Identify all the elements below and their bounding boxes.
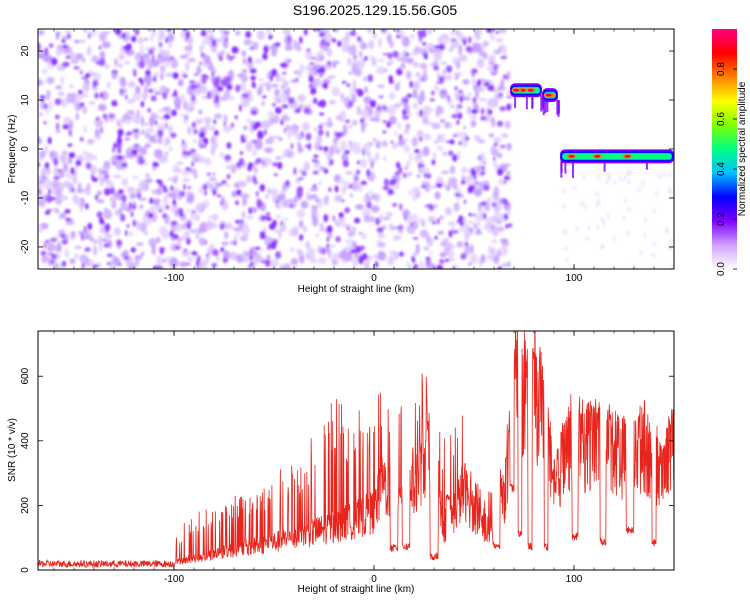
y-tick-label: 20 [20,45,31,57]
snr-x-label: Height of straight line (km) [298,584,415,595]
colorbar-tick-label: 0.2 [716,212,727,226]
snr-axes: -100 0 100 0 200 400 600 [20,331,675,585]
y-tick-label: 200 [20,497,31,514]
x-tick-label: 100 [566,574,583,585]
signal-tracks [510,83,674,179]
x-tick-label: -100 [164,273,184,284]
spectrogram-heatmap [38,29,674,269]
colorbar-tick-label: 0.4 [716,162,727,176]
y-tick-label: -10 [20,190,31,205]
x-tick-label: 0 [371,273,377,284]
colorbar-label: Normalized spectral amplitude [737,81,748,216]
chart-title: S196.2025.129.15.56.G05 [293,2,457,18]
snr-frame [37,330,675,571]
y-tick-label: 10 [20,94,31,106]
spectrogram-x-label: Height of straight line (km) [298,284,415,295]
colorbar-ticks: 0.0 0.2 0.4 0.6 0.8 [716,62,737,276]
colorbar-tick-label: 0.8 [716,62,727,76]
snr-line [38,331,674,569]
noise-field [38,29,674,269]
spectrogram-y-label: Frequency (Hz) [7,115,18,184]
x-tick-label: -100 [164,574,184,585]
signal-track [510,83,544,112]
x-tick-label: 100 [566,273,583,284]
colorbar-gradient [712,29,737,269]
snr-panel: -100 0 100 0 200 400 600 Height of straight li… [7,330,675,595]
y-tick-label: 400 [20,432,31,449]
snr-y-label: SNR (10 * v/v) [7,418,18,482]
y-tick-label: 600 [20,367,31,384]
y-tick-label: 0 [20,567,31,573]
signal-track [542,88,560,117]
signal-track [560,149,674,179]
colorbar-tick-label: 0.0 [716,262,727,276]
colorbar: 0.0 0.2 0.4 0.6 0.8 Normalized spectral ampl… [712,29,748,276]
colorbar-tick-label: 0.6 [716,112,727,126]
y-tick-label: 0 [20,146,31,152]
x-tick-label: 0 [371,574,377,585]
y-tick-label: -20 [20,239,31,254]
